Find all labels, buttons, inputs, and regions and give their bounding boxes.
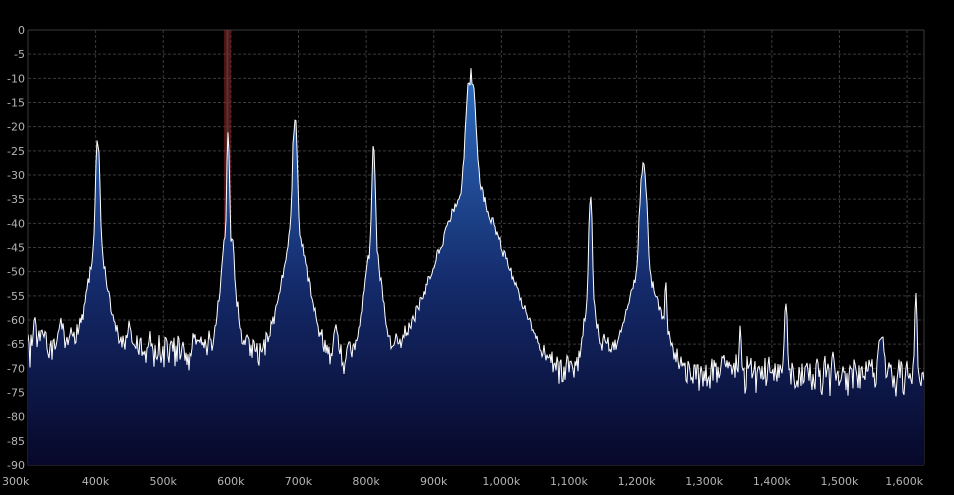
y-tick-label: -80	[7, 411, 25, 424]
x-tick-label: 900k	[420, 475, 448, 488]
y-tick-label: -85	[7, 435, 25, 448]
x-tick-label: 1,100k	[550, 475, 588, 488]
spectrum-trace	[28, 68, 924, 397]
y-tick-label: -15	[7, 97, 25, 110]
y-tick-label: -25	[7, 145, 25, 158]
y-axis-labels: 0 -5 -10 -15 -20 -25 -30 -35 -40 -45 -50 -55 -60 -65 -…	[7, 24, 25, 472]
x-tick-label: 1,000k	[482, 475, 520, 488]
y-tick-label: -45	[7, 242, 25, 255]
x-tick-label: 1,300k	[685, 475, 723, 488]
spectrum-fill	[28, 68, 924, 465]
x-tick-label: 400k	[82, 475, 110, 488]
y-tick-label: -70	[7, 362, 25, 375]
y-tick-label: -35	[7, 193, 25, 206]
x-tick-label: 1,500k	[821, 475, 859, 488]
y-tick-label: -40	[7, 217, 25, 230]
y-tick-label: -55	[7, 290, 25, 303]
y-tick-label: -75	[7, 387, 25, 400]
y-tick-label: -60	[7, 314, 25, 327]
x-tick-label: 600k	[217, 475, 245, 488]
x-tick-label: 1,400k	[753, 475, 791, 488]
x-tick-label: 700k	[285, 475, 313, 488]
y-tick-label: -5	[14, 48, 25, 61]
y-tick-label: -30	[7, 169, 25, 182]
y-tick-label: -65	[7, 338, 25, 351]
x-tick-label: 800k	[352, 475, 380, 488]
x-tick-label: 1,600k	[885, 475, 923, 488]
y-tick-label: -50	[7, 266, 25, 279]
y-tick-label: -20	[7, 121, 25, 134]
y-tick-label: 0	[18, 24, 25, 37]
x-tick-label: 500k	[150, 475, 178, 488]
y-tick-label: -90	[7, 459, 25, 472]
x-tick-label: 1,200k	[618, 475, 656, 488]
y-tick-label: -10	[7, 72, 25, 85]
x-tick-label: 300k	[2, 475, 30, 488]
x-axis-labels: 300k 400k 500k 600k 700k 800k 900k 1,000k 1,100k…	[2, 475, 924, 488]
